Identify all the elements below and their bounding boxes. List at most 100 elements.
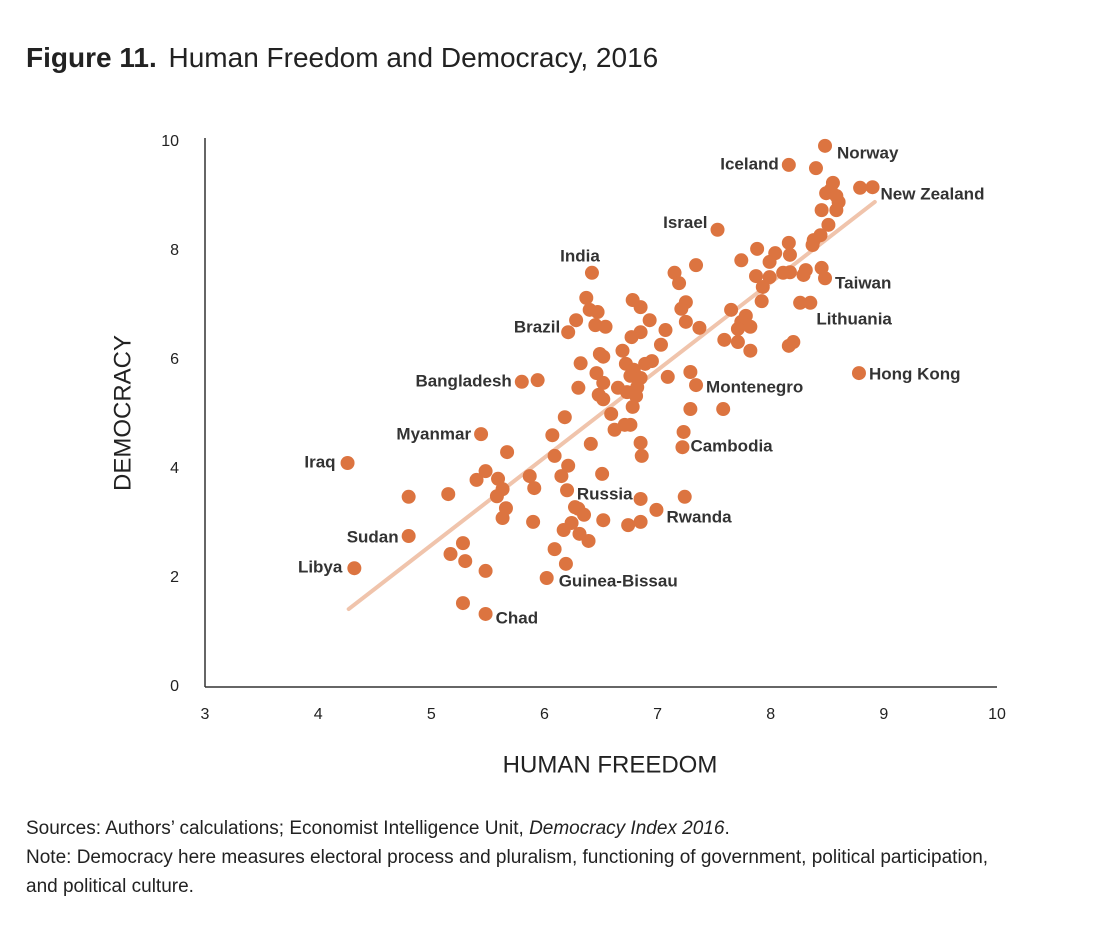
point bbox=[814, 260, 829, 275]
point bbox=[589, 366, 604, 381]
point bbox=[590, 305, 605, 320]
point bbox=[596, 513, 611, 528]
point bbox=[730, 321, 745, 336]
point bbox=[547, 542, 562, 557]
point bbox=[527, 481, 542, 496]
point bbox=[455, 596, 470, 611]
point-label: Hong Kong bbox=[869, 365, 961, 384]
point bbox=[604, 406, 619, 421]
point bbox=[596, 392, 611, 407]
point bbox=[526, 514, 541, 529]
point bbox=[596, 349, 611, 364]
point bbox=[677, 489, 692, 504]
point bbox=[598, 319, 613, 334]
point bbox=[762, 270, 777, 285]
point bbox=[561, 458, 576, 473]
point bbox=[678, 314, 693, 329]
chart-title: Figure 11. Human Freedom and Democracy, … bbox=[26, 42, 658, 73]
point bbox=[796, 267, 811, 282]
point bbox=[649, 502, 664, 517]
point bbox=[560, 483, 575, 498]
source: Sources: Authors’ calculations; Economis… bbox=[26, 818, 730, 839]
point bbox=[443, 547, 458, 562]
point bbox=[865, 180, 880, 195]
point bbox=[571, 380, 586, 395]
point bbox=[781, 235, 796, 250]
point bbox=[750, 241, 765, 256]
point bbox=[672, 276, 687, 291]
point-label: Russia bbox=[577, 484, 633, 503]
point bbox=[558, 556, 573, 571]
point-label: Bangladesh bbox=[415, 371, 511, 390]
point-label: Libya bbox=[298, 558, 343, 577]
point-label: Lithuania bbox=[816, 309, 892, 328]
point bbox=[623, 417, 638, 432]
point bbox=[557, 410, 572, 425]
point bbox=[755, 279, 770, 294]
point bbox=[621, 518, 636, 533]
x-tick-label: 6 bbox=[540, 706, 549, 723]
point bbox=[401, 529, 416, 544]
point-label: Taiwan bbox=[835, 274, 891, 293]
point bbox=[620, 385, 635, 400]
point bbox=[782, 265, 797, 280]
note: and political culture. bbox=[26, 876, 194, 897]
point bbox=[689, 378, 704, 393]
point bbox=[522, 469, 537, 484]
point-label: Norway bbox=[837, 143, 899, 162]
point bbox=[554, 469, 569, 484]
point bbox=[455, 536, 470, 551]
point-label: Rwanda bbox=[666, 507, 732, 526]
point bbox=[754, 294, 769, 309]
point bbox=[623, 368, 638, 383]
point bbox=[829, 203, 844, 218]
y-tick-label: 8 bbox=[170, 242, 179, 259]
point bbox=[624, 330, 639, 345]
point bbox=[577, 507, 592, 522]
point bbox=[545, 428, 560, 443]
point bbox=[743, 343, 758, 358]
point bbox=[762, 254, 777, 269]
point bbox=[495, 511, 510, 526]
x-tick-label: 3 bbox=[201, 706, 210, 723]
point bbox=[634, 448, 649, 463]
point bbox=[724, 302, 739, 317]
point-label: Chad bbox=[496, 608, 539, 627]
point-label: Iraq bbox=[304, 452, 335, 471]
point bbox=[808, 161, 823, 176]
point bbox=[853, 180, 868, 195]
point bbox=[734, 253, 749, 268]
point bbox=[489, 489, 504, 504]
point bbox=[633, 514, 648, 529]
point bbox=[658, 323, 673, 338]
point bbox=[781, 157, 796, 172]
point bbox=[689, 258, 704, 273]
point bbox=[441, 487, 456, 502]
point bbox=[803, 295, 818, 310]
point bbox=[347, 561, 362, 576]
point bbox=[573, 356, 588, 371]
x-tick-label: 5 bbox=[427, 706, 436, 723]
point bbox=[469, 472, 484, 487]
point bbox=[818, 138, 833, 153]
point bbox=[851, 366, 866, 381]
point-label: Israel bbox=[663, 213, 707, 232]
point-label: Guinea-Bissau bbox=[559, 571, 678, 590]
point bbox=[805, 238, 820, 253]
point bbox=[717, 332, 732, 347]
point bbox=[743, 319, 758, 334]
title-text: Human Freedom and Democracy, 2016 bbox=[169, 42, 659, 73]
point bbox=[781, 338, 796, 353]
point bbox=[561, 325, 576, 340]
point bbox=[633, 435, 648, 450]
point bbox=[584, 265, 599, 280]
point bbox=[547, 448, 562, 463]
point bbox=[730, 335, 745, 350]
x-tick-label: 7 bbox=[653, 706, 662, 723]
point-label: Myanmar bbox=[396, 425, 471, 444]
point bbox=[716, 402, 731, 417]
point bbox=[556, 523, 571, 538]
point-label: Montenegro bbox=[706, 378, 803, 397]
x-tick-label: 4 bbox=[314, 706, 323, 723]
